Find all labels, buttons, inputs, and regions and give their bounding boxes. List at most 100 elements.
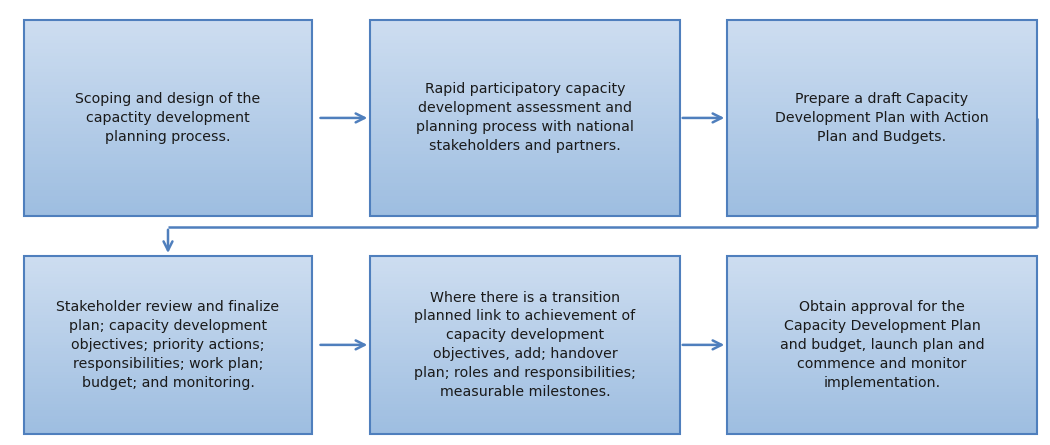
- Bar: [371, 389, 680, 392]
- Bar: [371, 321, 680, 324]
- Bar: [23, 79, 313, 82]
- Bar: [371, 401, 680, 404]
- Bar: [371, 366, 680, 368]
- Bar: [371, 33, 680, 36]
- Bar: [727, 291, 1037, 295]
- Bar: [371, 404, 680, 407]
- Bar: [23, 395, 313, 398]
- Bar: [371, 315, 680, 318]
- Bar: [23, 297, 313, 300]
- Bar: [727, 271, 1037, 274]
- Bar: [371, 85, 680, 89]
- Bar: [727, 180, 1037, 183]
- Bar: [371, 372, 680, 375]
- Bar: [23, 134, 313, 138]
- Bar: [23, 121, 313, 125]
- Bar: [727, 357, 1037, 360]
- Bar: [727, 203, 1037, 206]
- Bar: [727, 324, 1037, 327]
- Bar: [371, 265, 680, 268]
- Bar: [23, 428, 313, 431]
- Bar: [727, 395, 1037, 398]
- Bar: [371, 262, 680, 265]
- Bar: [727, 339, 1037, 342]
- Bar: [23, 118, 313, 121]
- Bar: [23, 183, 313, 186]
- Bar: [23, 265, 313, 268]
- Bar: [371, 339, 680, 342]
- Bar: [727, 92, 1037, 95]
- Bar: [371, 351, 680, 354]
- Bar: [727, 174, 1037, 177]
- Bar: [727, 59, 1037, 62]
- Bar: [23, 30, 313, 33]
- Bar: [727, 66, 1037, 69]
- Bar: [371, 111, 680, 115]
- Bar: [727, 375, 1037, 377]
- Bar: [371, 128, 680, 131]
- Bar: [23, 98, 313, 101]
- Bar: [23, 333, 313, 336]
- Bar: [371, 333, 680, 336]
- Bar: [23, 76, 313, 79]
- Bar: [23, 360, 313, 363]
- Text: Stakeholder review and finalize
plan; capacity development
objectives; priority : Stakeholder review and finalize plan; ca…: [57, 300, 279, 390]
- Bar: [23, 196, 313, 199]
- Bar: [23, 170, 313, 174]
- Bar: [727, 259, 1037, 262]
- Bar: [371, 283, 680, 286]
- Bar: [23, 33, 313, 36]
- Bar: [23, 277, 313, 279]
- Bar: [371, 59, 680, 62]
- Bar: [727, 43, 1037, 46]
- Bar: [371, 318, 680, 321]
- Bar: [371, 336, 680, 339]
- Bar: [23, 419, 313, 422]
- Bar: [371, 300, 680, 303]
- Bar: [23, 128, 313, 131]
- Bar: [23, 357, 313, 360]
- Bar: [23, 286, 313, 288]
- Bar: [371, 150, 680, 154]
- Bar: [371, 82, 680, 85]
- Bar: [727, 213, 1037, 216]
- Bar: [371, 413, 680, 416]
- Bar: [23, 339, 313, 342]
- Bar: [23, 108, 313, 111]
- Bar: [23, 56, 313, 59]
- Bar: [23, 384, 313, 386]
- Bar: [371, 203, 680, 206]
- Bar: [23, 147, 313, 150]
- Bar: [371, 431, 680, 434]
- Bar: [727, 56, 1037, 59]
- Bar: [23, 425, 313, 428]
- Bar: [371, 167, 680, 170]
- Bar: [23, 92, 313, 95]
- Bar: [371, 40, 680, 43]
- Bar: [371, 259, 680, 262]
- Bar: [371, 312, 680, 315]
- Bar: [727, 368, 1037, 372]
- Bar: [23, 69, 313, 72]
- Bar: [727, 108, 1037, 111]
- Bar: [371, 375, 680, 377]
- Text: Where there is a transition
planned link to achievement of
capacity development
: Where there is a transition planned link…: [414, 291, 636, 399]
- Bar: [727, 431, 1037, 434]
- Bar: [727, 330, 1037, 333]
- Bar: [371, 206, 680, 209]
- Bar: [727, 89, 1037, 92]
- Bar: [727, 384, 1037, 386]
- Bar: [727, 30, 1037, 33]
- Bar: [23, 36, 313, 40]
- Bar: [727, 363, 1037, 366]
- Bar: [23, 174, 313, 177]
- Bar: [23, 186, 313, 190]
- Bar: [371, 377, 680, 380]
- Bar: [727, 327, 1037, 330]
- Bar: [371, 256, 680, 259]
- Bar: [23, 288, 313, 291]
- Bar: [23, 62, 313, 66]
- Bar: [371, 416, 680, 419]
- Bar: [371, 121, 680, 125]
- Bar: [371, 330, 680, 333]
